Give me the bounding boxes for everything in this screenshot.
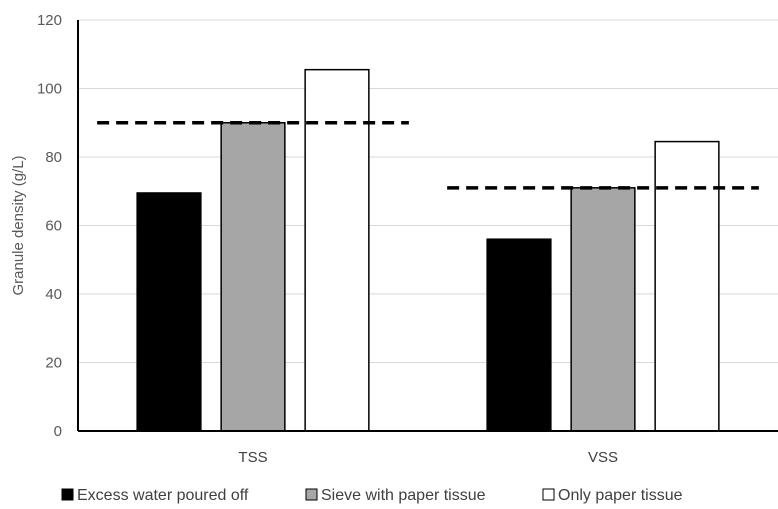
y-tick-label: 40 bbox=[45, 286, 62, 303]
bars bbox=[136, 68, 720, 432]
bar-vss-series-3 bbox=[654, 140, 720, 432]
legend: Excess water poured off Sieve with paper … bbox=[61, 487, 683, 504]
axes bbox=[77, 20, 778, 432]
x-category-label: TSS bbox=[238, 449, 267, 466]
y-axis-title: Granule density (g/L) bbox=[10, 155, 27, 295]
bar-tss-series-1 bbox=[136, 192, 202, 432]
y-tick-label: 60 bbox=[45, 218, 62, 235]
y-tick-label: 0 bbox=[54, 423, 62, 440]
legend-swatch bbox=[61, 488, 74, 501]
y-tick-label: 80 bbox=[45, 149, 62, 166]
y-tick-label: 120 bbox=[37, 12, 62, 29]
y-tick-label: 100 bbox=[37, 81, 62, 98]
y-tick-label: 20 bbox=[45, 355, 62, 372]
y-tick-labels: 0 20 40 60 80 100 120 bbox=[37, 12, 62, 440]
bar-tss-series-2 bbox=[220, 122, 286, 432]
bar-vss-series-2 bbox=[570, 187, 636, 432]
x-category-labels: TSS VSS bbox=[238, 449, 618, 466]
legend-swatch bbox=[305, 488, 318, 501]
legend-label: Excess water poured off bbox=[77, 487, 249, 504]
legend-label: Sieve with paper tissue bbox=[321, 487, 486, 504]
bar-vss-series-1 bbox=[486, 238, 552, 432]
reference-lines bbox=[97, 121, 759, 190]
legend-swatch bbox=[542, 488, 555, 501]
x-category-label: VSS bbox=[588, 449, 618, 466]
legend-label: Only paper tissue bbox=[558, 487, 683, 504]
